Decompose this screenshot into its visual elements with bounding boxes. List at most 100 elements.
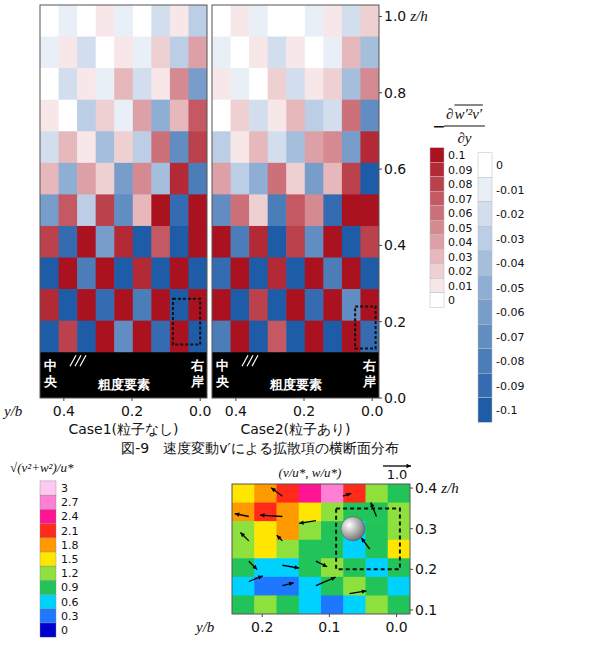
speed-cell [277,577,300,596]
highlight-box [336,508,400,569]
colorbar-swatch [430,177,444,192]
heat-cell [77,68,96,100]
heat-cell [188,131,207,163]
velocity-vector [235,512,249,516]
y-tick [379,321,382,322]
heat-cell [231,5,250,37]
heat-cell [323,100,342,132]
y-tick [410,569,413,570]
heat-cell [268,194,287,226]
heat-cell [305,321,324,353]
speed-cell [343,558,366,577]
velocity-vector [299,520,316,524]
colorbar-tick-label: -0.08 [496,355,524,368]
heat-cell [231,289,250,321]
roughness-hatch [70,355,76,366]
heat-cell [77,131,96,163]
heat-cell [212,226,231,258]
heat-cell [77,226,96,258]
arrow-head [252,565,257,570]
heat-cell [114,289,133,321]
speed-cell [277,558,300,577]
arrow-shaft [271,488,282,496]
heat-cell [342,5,361,37]
colorbar-tick-label: 0 [61,624,68,637]
colorbar-tick-label: 0.04 [448,236,473,249]
speed-cell [321,558,344,577]
x-tick-label: 0.2 [293,403,315,419]
heat-cell [212,258,231,290]
heat-cell [151,226,170,258]
heat-cell [286,131,305,163]
velocity-vector [249,561,257,569]
heat-cell [133,258,152,290]
speed-cell [277,503,300,522]
speed-cell [299,558,322,577]
heat-cell [170,194,189,226]
heat-cell [231,131,250,163]
speed-cell [277,521,300,540]
heat-cell [77,100,96,132]
heat-cell [170,37,189,69]
bed [212,352,379,398]
heat-cell [305,258,324,290]
colorbar-tick-label: -0.06 [496,306,524,319]
speed-cell [232,484,255,503]
arrow-head [361,538,365,543]
heat-cell [268,100,287,132]
heat-cell [188,258,207,290]
heat-cell [77,37,96,69]
heat-cell [151,5,170,37]
colorbar-tick-label: -0.09 [496,380,524,393]
heat-cell [59,226,78,258]
heat-cell [268,321,287,353]
speed-cell [388,521,410,540]
heat-cell [96,321,115,353]
x-tick-label: 0.0 [361,403,383,419]
heat-cell [286,68,305,100]
heat-cell [133,163,152,195]
colorbar-swatch [430,264,444,279]
speed-cell [277,540,300,559]
heat-cell [360,258,379,290]
heat-cell [40,163,59,195]
speed-cell [232,558,255,577]
arrow-shaft [249,561,257,569]
y-tick [379,398,382,399]
heat-cell [40,321,59,353]
speed-cell [254,540,277,559]
y-tick-label: 0.2 [384,314,406,330]
x-tick [304,398,305,401]
roughness-hatch [75,355,81,366]
colorbar-tick-label: 0.09 [448,164,473,177]
heat-cell [286,37,305,69]
heat-cell [231,226,250,258]
heat-cell [323,226,342,258]
heat-cell [305,194,324,226]
speed-cell [254,484,277,503]
heat-cell [114,194,133,226]
heat-cell [151,37,170,69]
colorbar-tick-label: -0.04 [496,257,524,270]
speed-cell [321,484,344,503]
fraction-bar [444,126,485,127]
heat-cell [305,100,324,132]
heat-cell [286,163,305,195]
heat-cell [323,37,342,69]
heat-cell [286,258,305,290]
colorbar-swatch [40,609,56,623]
heat-cell [268,5,287,37]
heat-cell [151,258,170,290]
figure: 中央粗度要素右岸0.40.20.0y/bCase1(粒子なし)中央粗度要素右岸0… [0,0,602,648]
velocity-vector [249,576,263,582]
heat-cell [360,100,379,132]
heat-cell [249,131,268,163]
speed-cell [388,558,410,577]
colorbar-swatch [430,278,444,293]
heat-cell [96,131,115,163]
vector-title: (v/u*, w/u*) [279,465,342,480]
heat-cell [212,163,231,195]
x-tick [262,614,263,617]
y-tick [410,488,413,489]
speed-cell [299,521,322,540]
